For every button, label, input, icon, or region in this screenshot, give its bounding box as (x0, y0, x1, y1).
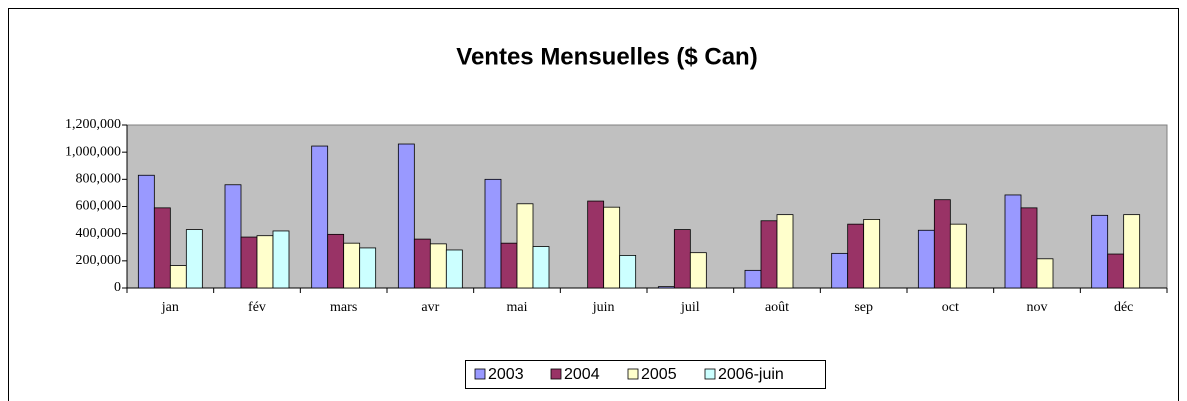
bar (673, 229, 691, 289)
x-tick-label: août (765, 300, 789, 315)
bar (240, 236, 258, 289)
bar (169, 265, 187, 289)
y-tick-label: 400,000 (76, 226, 122, 241)
bar (343, 242, 361, 289)
bar (272, 230, 290, 289)
bar (532, 246, 550, 289)
bar (327, 233, 345, 289)
bar (619, 254, 637, 289)
x-tick-label: mars (330, 300, 357, 315)
bar (185, 229, 203, 289)
bar (831, 252, 849, 289)
bar (933, 199, 951, 289)
x-tick-label: jan (161, 300, 179, 315)
plot-area (126, 124, 1168, 289)
legend-swatch (550, 368, 562, 380)
bar (137, 174, 155, 289)
legend-label: 2006-juin (718, 366, 784, 383)
bar (484, 178, 502, 289)
bar (397, 143, 415, 289)
bar (1004, 194, 1022, 289)
y-tick-label: 1,000,000 (65, 144, 121, 159)
bar (587, 200, 605, 289)
bar (1091, 214, 1109, 289)
x-tick-label: fév (248, 300, 266, 315)
bar (847, 223, 865, 289)
x-tick-label: nov (1027, 300, 1048, 315)
y-tick-label: 0 (114, 280, 121, 295)
legend-label: 2005 (641, 366, 677, 383)
y-tick-label: 600,000 (76, 199, 122, 214)
bar (256, 235, 274, 289)
bar (1123, 214, 1141, 289)
bar (689, 252, 707, 289)
bar (516, 203, 534, 289)
x-tick-label: juil (680, 300, 700, 315)
bar (917, 229, 935, 289)
bar (429, 243, 447, 289)
bar (776, 214, 794, 289)
chart-title: Ventes Mensuelles ($ Can) (456, 43, 757, 70)
legend-swatch (627, 368, 639, 380)
bar (445, 249, 463, 289)
x-tick-label: oct (942, 300, 959, 315)
x-tick-label: mai (507, 300, 528, 315)
legend-label: 2004 (564, 366, 600, 383)
bar (1036, 258, 1054, 289)
bar (863, 219, 881, 289)
y-tick-label: 200,000 (76, 253, 122, 268)
bar (949, 223, 967, 289)
x-tick-label: avr (421, 300, 439, 315)
bar (760, 220, 778, 289)
y-tick-label: 800,000 (76, 172, 122, 187)
legend-swatch (704, 368, 716, 380)
legend-label: 2003 (488, 366, 524, 383)
legend-swatch (474, 368, 486, 380)
x-tick-label: déc (1114, 300, 1133, 315)
bar (1107, 253, 1125, 289)
x-tick-label: juin (592, 300, 615, 315)
bar (311, 145, 329, 289)
legend-box (465, 360, 826, 389)
bar (657, 286, 675, 289)
bar (224, 184, 242, 289)
bar (744, 269, 762, 289)
bar (359, 247, 377, 289)
bar (153, 207, 171, 289)
bar (1020, 207, 1038, 289)
bar (500, 242, 518, 289)
x-tick-label: sep (854, 300, 873, 315)
bar (413, 238, 431, 289)
bar (603, 206, 621, 289)
y-tick-label: 1,200,000 (65, 117, 121, 132)
